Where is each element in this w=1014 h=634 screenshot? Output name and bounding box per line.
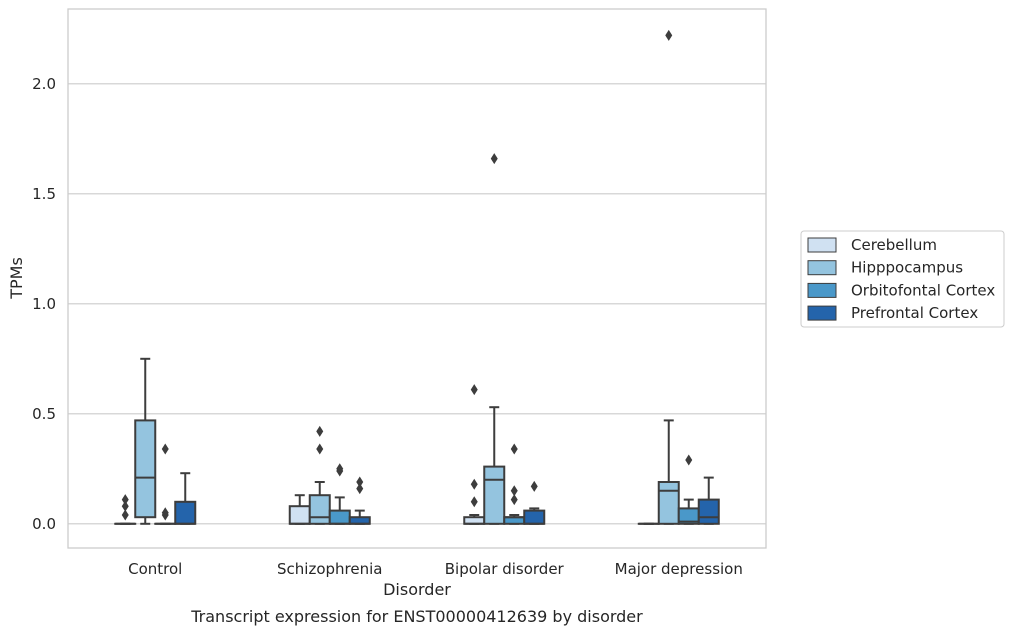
box-iqr: [174, 500, 197, 525]
y-tick-label: 0.0: [32, 515, 56, 533]
y-tick-label: 1.0: [32, 295, 56, 313]
legend-frame: [800, 230, 1005, 328]
x-tick-label: Major depression: [615, 560, 743, 578]
gridlines: [68, 83, 766, 525]
box-orbitofontal-cortex: [503, 443, 526, 525]
outlier-point: [356, 483, 364, 495]
box-cerebellum: [114, 494, 137, 525]
x-tick-label: Schizophrenia: [277, 560, 382, 578]
legend-entry: Prefrontal Cortex: [851, 304, 978, 322]
x-tick-label: Control: [128, 560, 182, 578]
outlier-point: [470, 478, 478, 490]
outlier-point: [121, 500, 129, 512]
legend-swatch: [807, 282, 837, 298]
box-cerebellum: [288, 494, 311, 525]
box-orbitofontal-cortex: [328, 463, 351, 525]
outlier-point: [685, 454, 693, 466]
y-tick-labels: 0.0 0.5 1.0 1.5 2.0: [32, 75, 56, 533]
box-prefrontal-cortex: [523, 480, 546, 525]
y-tick-label: 2.0: [32, 75, 56, 93]
box-series-group: [114, 29, 720, 525]
outlier-point: [665, 29, 673, 41]
box-hipppocampus: [308, 425, 331, 525]
box-iqr: [697, 498, 720, 525]
box-prefrontal-cortex: [174, 472, 197, 525]
legend-swatch: [807, 260, 837, 276]
outlier-point: [316, 443, 324, 455]
outlier-point: [530, 480, 538, 492]
box-hipppocampus: [657, 29, 680, 525]
y-axis-label: TPMs: [7, 257, 26, 300]
legend-entry: Orbitofontal Cortex: [851, 281, 995, 299]
x-axis-label: Disorder: [383, 580, 451, 599]
box-iqr: [657, 481, 680, 525]
outlier-point: [510, 443, 518, 455]
legend-swatch: [807, 305, 837, 321]
box-iqr: [483, 465, 506, 525]
outlier-point: [316, 425, 324, 437]
box-iqr: [328, 509, 351, 525]
box-iqr: [523, 509, 546, 525]
chart-caption: Transcript expression for ENST0000041263…: [190, 607, 643, 626]
outlier-point: [356, 476, 364, 488]
y-tick-label: 0.5: [32, 405, 56, 423]
box-prefrontal-cortex: [348, 476, 371, 525]
box-orbitofontal-cortex: [677, 454, 700, 525]
plot-frame: [67, 8, 767, 549]
outlier-point: [161, 443, 169, 455]
legend: Cerebellum Hipppocampus Orbitofontal Corte…: [800, 230, 1005, 328]
outlier-point: [161, 507, 169, 519]
outlier-point: [470, 496, 478, 508]
box-orbitofontal-cortex: [154, 443, 177, 525]
box-cerebellum: [463, 384, 486, 525]
box-hipppocampus: [483, 153, 506, 525]
outlier-point: [510, 485, 518, 497]
legend-swatch: [807, 237, 837, 253]
box-iqr: [134, 419, 157, 519]
box-iqr: [308, 494, 331, 525]
legend-entry: Hipppocampus: [851, 259, 963, 277]
outlier-point: [490, 153, 498, 165]
box-prefrontal-cortex: [697, 476, 720, 525]
box-iqr: [288, 505, 311, 525]
outlier-point: [336, 463, 344, 475]
outlier-point: [121, 494, 129, 506]
outlier-point: [121, 509, 129, 521]
y-tick-label: 1.5: [32, 185, 56, 203]
legend-entry: Cerebellum: [851, 236, 937, 254]
outlier-point: [470, 384, 478, 396]
box-hipppocampus: [134, 357, 157, 525]
x-tick-label: Bipolar disorder: [445, 560, 565, 578]
x-tick-labels: Control Schizophrenia Bipolar disorder Majo…: [128, 560, 743, 578]
outlier-point: [510, 494, 518, 506]
